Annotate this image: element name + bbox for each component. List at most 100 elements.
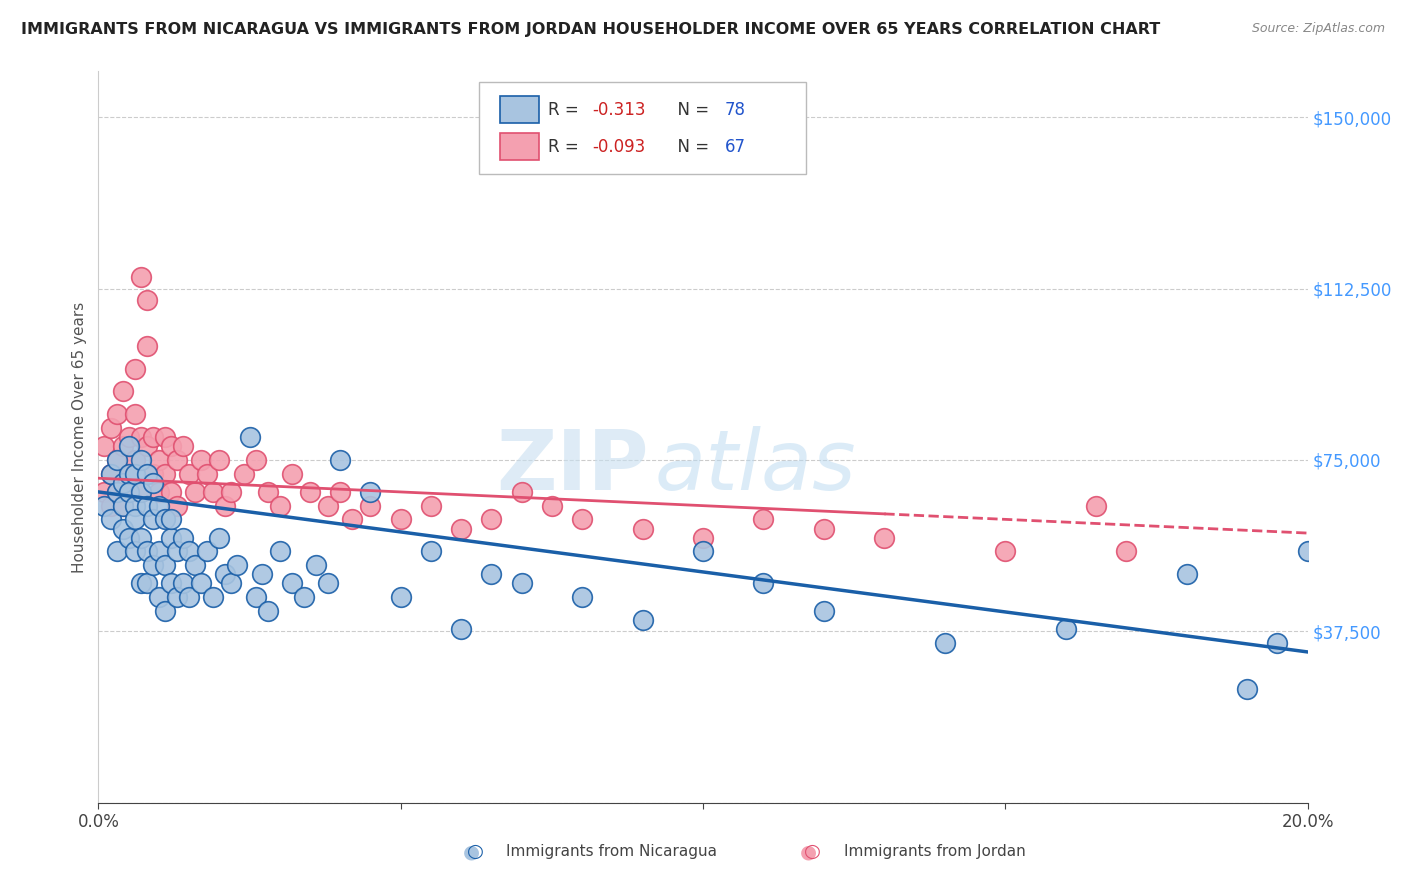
- Point: [813, 521, 835, 535]
- Point: [389, 590, 412, 604]
- Point: [269, 544, 291, 558]
- Point: [135, 544, 157, 558]
- Point: [111, 499, 134, 513]
- Point: [118, 467, 141, 481]
- Point: [100, 499, 122, 513]
- Point: [281, 576, 304, 591]
- Point: [571, 512, 593, 526]
- Point: [153, 467, 176, 481]
- Point: [129, 531, 152, 545]
- Point: [124, 407, 146, 421]
- Point: [631, 613, 654, 627]
- Point: [813, 604, 835, 618]
- Point: [129, 430, 152, 444]
- Point: [124, 544, 146, 558]
- Point: [420, 499, 443, 513]
- Point: [153, 558, 176, 573]
- Point: [124, 512, 146, 526]
- Point: [166, 499, 188, 513]
- Point: [360, 499, 382, 513]
- Point: [232, 467, 254, 481]
- Point: [129, 484, 152, 499]
- Text: R =: R =: [548, 137, 585, 155]
- Point: [142, 467, 165, 481]
- Point: [135, 293, 157, 307]
- Point: [190, 453, 212, 467]
- Point: [360, 484, 382, 499]
- Point: [1296, 544, 1319, 558]
- Text: ●: ●: [800, 842, 817, 862]
- Point: [135, 467, 157, 481]
- Point: [221, 576, 243, 591]
- Point: [239, 430, 262, 444]
- Point: [179, 467, 201, 481]
- Point: [135, 439, 157, 453]
- Point: [124, 467, 146, 481]
- Point: [202, 484, 225, 499]
- Point: [160, 512, 183, 526]
- Point: [100, 467, 122, 481]
- Point: [124, 499, 146, 513]
- Point: [129, 453, 152, 467]
- Point: [148, 544, 170, 558]
- Point: [692, 531, 714, 545]
- Text: 78: 78: [724, 101, 745, 119]
- Text: atlas: atlas: [655, 425, 856, 507]
- Point: [256, 604, 278, 618]
- Y-axis label: Householder Income Over 65 years: Householder Income Over 65 years: [72, 301, 87, 573]
- Point: [166, 590, 188, 604]
- Point: [135, 338, 157, 352]
- FancyBboxPatch shape: [501, 133, 538, 160]
- Point: [571, 590, 593, 604]
- Point: [269, 499, 291, 513]
- Point: [142, 558, 165, 573]
- Point: [1236, 681, 1258, 696]
- Point: [184, 558, 207, 573]
- Point: [111, 475, 134, 490]
- Point: [166, 453, 188, 467]
- Point: [752, 512, 775, 526]
- Point: [389, 512, 412, 526]
- Point: [450, 622, 472, 636]
- Point: [316, 576, 339, 591]
- Point: [93, 484, 115, 499]
- Point: [129, 270, 152, 285]
- Text: IMMIGRANTS FROM NICARAGUA VS IMMIGRANTS FROM JORDAN HOUSEHOLDER INCOME OVER 65 Y: IMMIGRANTS FROM NICARAGUA VS IMMIGRANTS …: [21, 22, 1160, 37]
- Point: [342, 512, 364, 526]
- Point: [202, 590, 225, 604]
- Point: [420, 544, 443, 558]
- Point: [148, 590, 170, 604]
- Point: [105, 453, 128, 467]
- Point: [540, 499, 562, 513]
- Point: [245, 453, 267, 467]
- Text: ○: ○: [467, 842, 484, 862]
- Point: [184, 484, 207, 499]
- Point: [118, 484, 141, 499]
- Point: [118, 467, 141, 481]
- Point: [873, 531, 896, 545]
- Point: [118, 484, 141, 499]
- Point: [179, 590, 201, 604]
- Text: Immigrants from Jordan: Immigrants from Jordan: [844, 845, 1025, 859]
- Text: ZIP: ZIP: [496, 425, 648, 507]
- Point: [752, 576, 775, 591]
- Point: [250, 567, 273, 582]
- Point: [221, 484, 243, 499]
- Point: [135, 499, 157, 513]
- Point: [118, 531, 141, 545]
- Point: [111, 384, 134, 399]
- Point: [160, 531, 183, 545]
- Point: [111, 499, 134, 513]
- Point: [160, 439, 183, 453]
- Point: [111, 521, 134, 535]
- Point: [1267, 636, 1289, 650]
- Point: [142, 430, 165, 444]
- Point: [481, 512, 503, 526]
- Point: [1054, 622, 1077, 636]
- Point: [124, 361, 146, 376]
- Point: [329, 453, 352, 467]
- Point: [299, 484, 322, 499]
- Point: [135, 576, 157, 591]
- Point: [100, 467, 122, 481]
- Point: [1175, 567, 1198, 582]
